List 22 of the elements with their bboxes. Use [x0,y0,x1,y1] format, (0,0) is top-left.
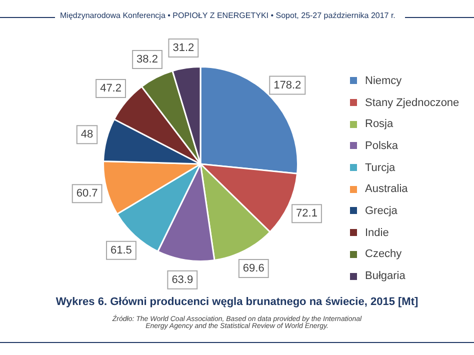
legend-label: Niemcy [365,74,402,87]
data-label: 178.2 [274,79,302,92]
legend-label: Indie [365,226,389,239]
data-label: 31.2 [172,42,194,54]
data-label: 38.2 [136,54,158,66]
legend-label: Australia [365,183,408,196]
data-label: 60.7 [76,188,98,200]
legend-label: Rosja [365,118,394,130]
legend-label: Turcja [365,162,396,174]
data-label: 63.9 [172,274,194,286]
text: Wykres 6. Główni producenci węgla brunatnego na świecie, 2015 [Mt] [54,296,420,308]
legend-label: Polska [365,140,398,152]
data-label: 47.2 [100,82,122,95]
data-label: 48 [80,128,94,141]
legend-label: Czechy [365,248,402,260]
legend-label: Bułgaria [365,270,406,282]
chart-subtitle: Międzynarodowa Konferencja • POPIOŁY Z ENERGETYKI • Sopot, 25-27 października 2017 r. [60,11,396,20]
data-label: 61.5 [110,244,132,256]
legend-label: Grecja [365,204,398,217]
legend-label: Stany Zjednoczone [365,96,460,109]
data-label: 72.1 [296,208,318,220]
data-label: 69.6 [242,262,264,275]
